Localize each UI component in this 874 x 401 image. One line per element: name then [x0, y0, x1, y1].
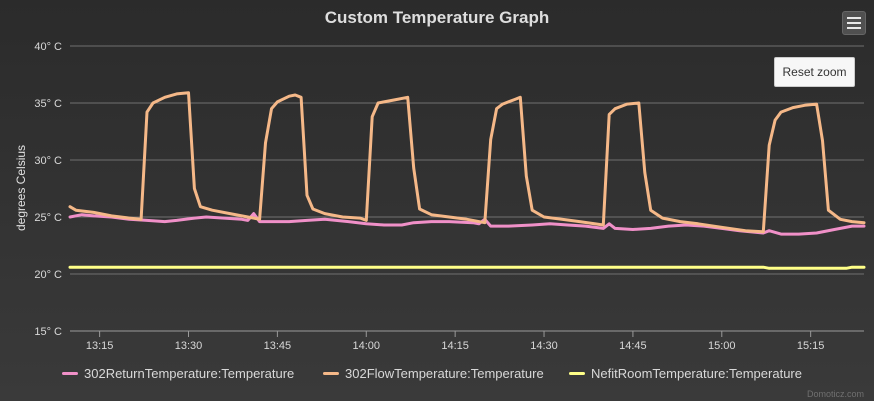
y-tick-label: 25° C: [34, 212, 62, 224]
reset-zoom-button[interactable]: Reset zoom: [774, 57, 855, 87]
x-tick-label: 13:30: [175, 340, 203, 352]
legend-item-return[interactable]: 302ReturnTemperature:Temperature: [62, 366, 294, 381]
series-line-1[interactable]: [68, 91, 866, 234]
legend-item-room[interactable]: NefitRoomTemperature:Temperature: [569, 366, 802, 381]
legend: 302ReturnTemperature:Temperature 302Flow…: [0, 366, 874, 386]
legend-label: 302ReturnTemperature:Temperature: [84, 366, 295, 381]
legend-swatch: [323, 372, 339, 375]
context-menu-button[interactable]: [842, 11, 866, 35]
y-tick-label: 40° C: [34, 41, 62, 53]
y-tick-label: 35° C: [34, 98, 62, 110]
legend-label: 302FlowTemperature:Temperature: [345, 366, 544, 381]
y-axis-label: degrees Celsius: [14, 145, 28, 231]
x-tick-label: 14:45: [619, 340, 647, 352]
x-tick-label: 14:00: [353, 340, 381, 352]
legend-item-flow[interactable]: 302FlowTemperature:Temperature: [323, 366, 544, 381]
x-tick-label: 14:15: [441, 340, 469, 352]
y-axis-ticks: 15° C 20° C 25° C 30° C 35° C 40° C: [34, 41, 62, 338]
y-tick-label: 15° C: [34, 326, 62, 338]
legend-swatch: [569, 372, 585, 375]
x-tick-label: 13:15: [86, 340, 114, 352]
menu-bar-icon: [847, 27, 861, 29]
x-axis-ticks: 13:15 13:30 13:45 14:00 14:15 14:30 14:45 15:00…: [86, 331, 825, 352]
menu-bar-icon: [847, 17, 861, 19]
legend-label: NefitRoomTemperature:Temperature: [591, 366, 802, 381]
legend-swatch: [62, 372, 78, 375]
x-tick-label: 14:30: [530, 340, 558, 352]
x-tick-label: 13:45: [264, 340, 292, 352]
x-tick-label: 15:15: [797, 340, 825, 352]
series-lines: [68, 91, 866, 270]
chart-title: Custom Temperature Graph: [324, 8, 550, 27]
menu-bar-icon: [847, 22, 861, 24]
series-line-2[interactable]: [68, 265, 866, 270]
x-tick-label: 15:00: [708, 340, 736, 352]
y-tick-label: 20° C: [34, 269, 62, 281]
grid-lines: [70, 45, 864, 332]
y-tick-label: 30° C: [34, 155, 62, 167]
credits-link[interactable]: Domoticz.com: [806, 389, 864, 399]
